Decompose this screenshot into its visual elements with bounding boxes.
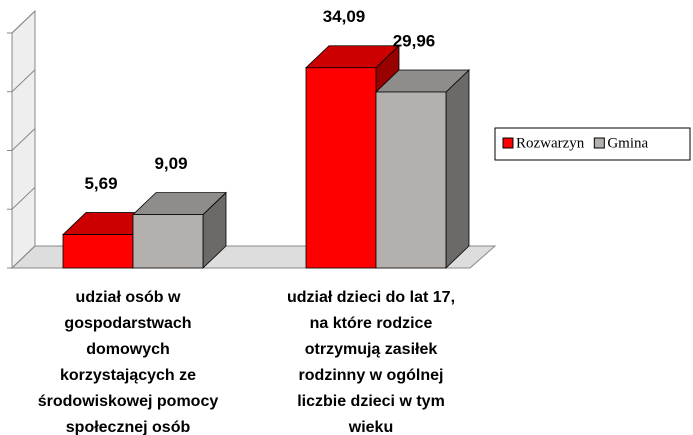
legend-label: Rozwarzyn xyxy=(516,135,585,151)
x-tick-label: udział osób w gospodarstwach domowych ko… xyxy=(37,289,219,435)
data-label: 5,69 xyxy=(84,174,117,193)
bar xyxy=(375,69,470,269)
grid-line xyxy=(11,10,36,34)
grid-line xyxy=(11,69,36,93)
bar-front xyxy=(375,91,447,269)
legend-swatch xyxy=(502,137,514,149)
data-label: 29,96 xyxy=(393,31,436,50)
legend-label: Gmina xyxy=(607,135,648,151)
data-label: 9,09 xyxy=(154,154,187,173)
x-tick-label: udział dzieci do lat 17, na które rodzic… xyxy=(286,289,456,435)
grid-line xyxy=(11,186,36,210)
bar-front xyxy=(132,214,204,269)
grid-line xyxy=(11,128,36,151)
grid-line xyxy=(11,245,36,269)
legend-box xyxy=(494,127,691,161)
bar-front xyxy=(305,67,377,269)
bar-front xyxy=(62,234,134,269)
bar xyxy=(132,191,227,269)
legend-swatch xyxy=(593,137,605,149)
bar-side xyxy=(445,69,470,269)
data-label: 34,09 xyxy=(323,7,366,26)
